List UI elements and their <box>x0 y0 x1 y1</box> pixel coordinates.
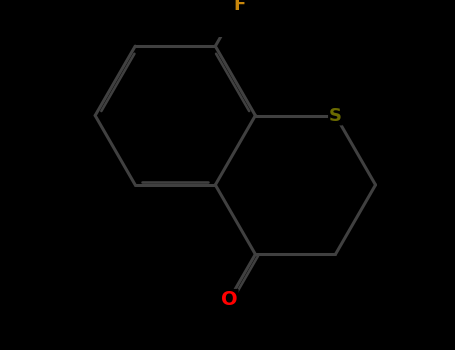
Text: O: O <box>221 290 238 309</box>
Text: S: S <box>329 106 342 125</box>
Text: F: F <box>233 0 245 14</box>
